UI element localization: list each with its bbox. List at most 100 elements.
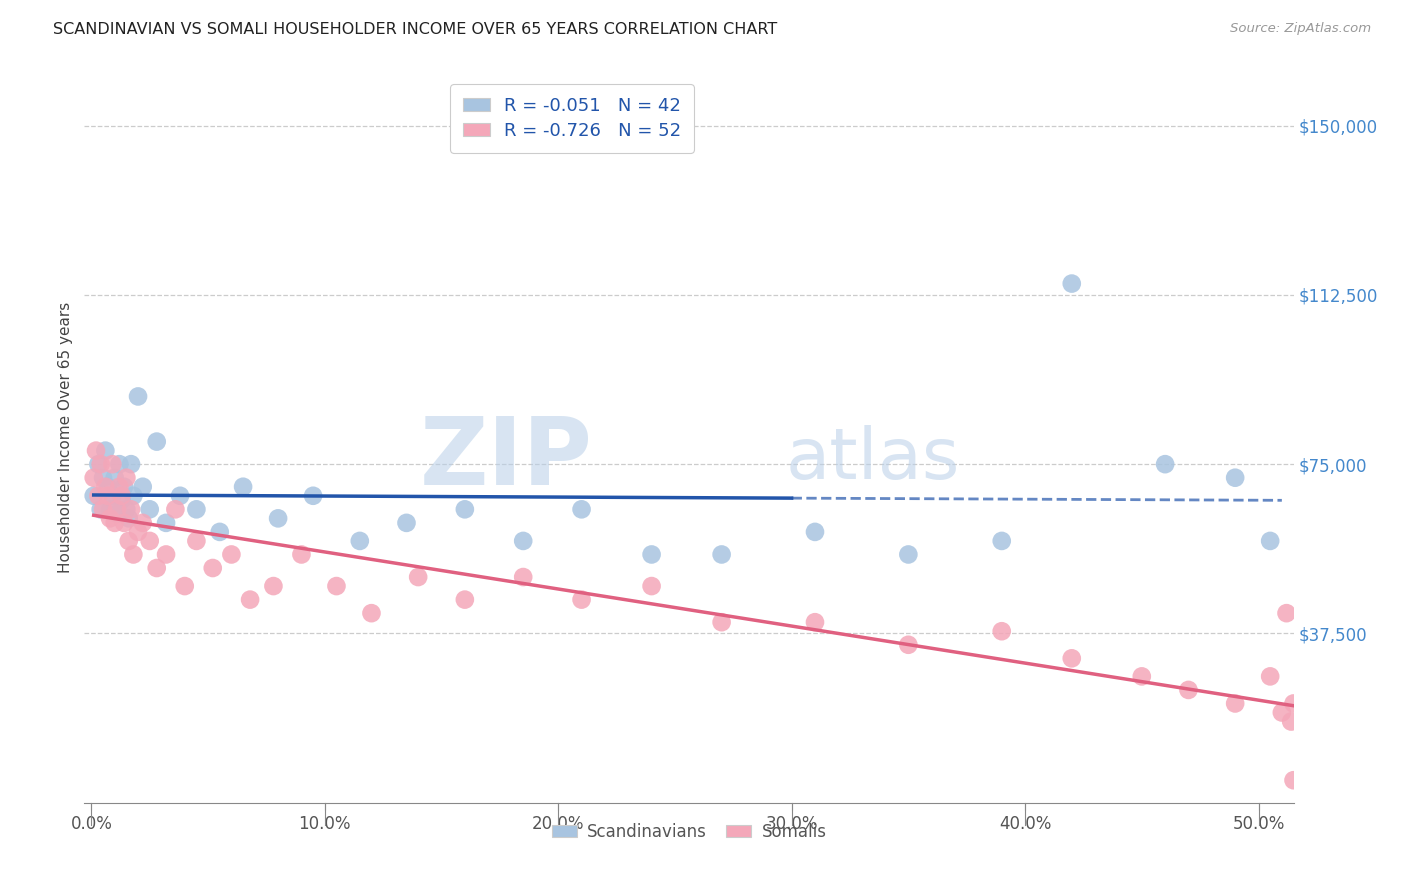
Point: [897, 638, 920, 652]
Point: [1282, 773, 1305, 788]
Point: [360, 606, 382, 620]
Point: [97, 480, 120, 494]
Point: [112, 480, 135, 494]
Point: [710, 548, 733, 562]
Point: [122, 489, 145, 503]
Point: [1271, 706, 1294, 720]
Point: [267, 511, 290, 525]
Text: SCANDINAVIAN VS SOMALI HOUSEHOLDER INCOME OVER 65 YEARS CORRELATION CHART: SCANDINAVIAN VS SOMALI HOUSEHOLDER INCOM…: [53, 22, 778, 37]
Point: [302, 489, 325, 503]
Point: [145, 561, 167, 575]
Point: [98, 502, 121, 516]
Point: [640, 548, 662, 562]
Point: [132, 480, 155, 494]
Point: [94, 480, 117, 494]
Point: [115, 502, 138, 516]
Point: [208, 524, 231, 539]
Point: [120, 502, 142, 516]
Point: [111, 493, 134, 508]
Point: [112, 516, 135, 530]
Point: [990, 624, 1012, 639]
Text: Source: ZipAtlas.com: Source: ZipAtlas.com: [1230, 22, 1371, 36]
Point: [91, 471, 114, 485]
Y-axis label: Householder Income Over 65 years: Householder Income Over 65 years: [58, 301, 73, 573]
Point: [804, 615, 827, 630]
Point: [349, 533, 371, 548]
Point: [640, 579, 662, 593]
Point: [122, 548, 145, 562]
Point: [201, 561, 224, 575]
Point: [1258, 533, 1281, 548]
Point: [239, 592, 262, 607]
Point: [1223, 471, 1246, 485]
Point: [406, 570, 429, 584]
Point: [186, 533, 208, 548]
Point: [454, 502, 477, 516]
Point: [262, 579, 284, 593]
Point: [101, 457, 124, 471]
Point: [145, 434, 167, 449]
Point: [90, 457, 112, 471]
Point: [138, 502, 160, 516]
Point: [155, 548, 177, 562]
Point: [87, 457, 110, 471]
Point: [454, 592, 477, 607]
Point: [571, 592, 593, 607]
Point: [87, 489, 110, 503]
Point: [98, 511, 121, 525]
Point: [897, 548, 920, 562]
Point: [105, 502, 128, 516]
Point: [111, 489, 134, 503]
Point: [101, 489, 124, 503]
Point: [1154, 457, 1177, 471]
Point: [91, 502, 114, 516]
Point: [105, 507, 128, 521]
Point: [290, 548, 312, 562]
Point: [1060, 651, 1083, 665]
Point: [1130, 669, 1153, 683]
Point: [127, 389, 149, 403]
Point: [104, 516, 127, 530]
Point: [108, 457, 131, 471]
Point: [84, 443, 107, 458]
Point: [120, 457, 142, 471]
Point: [1279, 714, 1302, 729]
Point: [90, 502, 112, 516]
Point: [186, 502, 208, 516]
Point: [232, 480, 254, 494]
Point: [1223, 697, 1246, 711]
Point: [165, 502, 187, 516]
Point: [512, 533, 534, 548]
Point: [1258, 669, 1281, 683]
Point: [395, 516, 418, 530]
Point: [115, 471, 138, 485]
Point: [132, 516, 155, 530]
Point: [804, 524, 827, 539]
Point: [1275, 606, 1298, 620]
Point: [138, 533, 160, 548]
Legend: Scandinavians, Somalis: Scandinavians, Somalis: [543, 814, 835, 849]
Point: [990, 533, 1012, 548]
Point: [571, 502, 593, 516]
Point: [155, 516, 177, 530]
Point: [83, 471, 105, 485]
Point: [710, 615, 733, 630]
Point: [108, 480, 131, 494]
Point: [127, 524, 149, 539]
Point: [173, 579, 195, 593]
Point: [221, 548, 243, 562]
Text: atlas: atlas: [786, 425, 960, 493]
Point: [83, 489, 105, 503]
Point: [118, 533, 141, 548]
Point: [118, 511, 141, 525]
Point: [97, 489, 120, 503]
Point: [169, 489, 191, 503]
Point: [325, 579, 347, 593]
Point: [1060, 277, 1083, 291]
Point: [512, 570, 534, 584]
Text: ZIP: ZIP: [419, 413, 592, 505]
Point: [94, 443, 117, 458]
Point: [1177, 682, 1199, 697]
Point: [104, 471, 127, 485]
Point: [1282, 697, 1305, 711]
